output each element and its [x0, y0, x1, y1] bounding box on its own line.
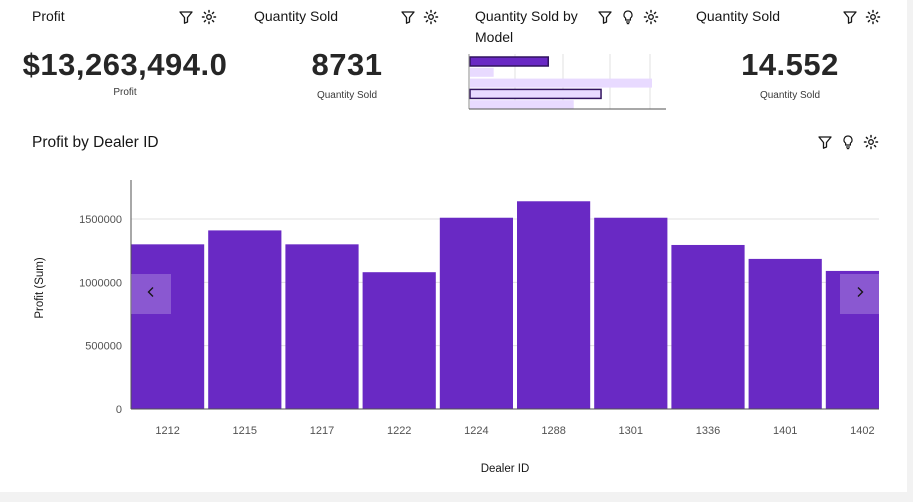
x-tick-label: 1401 — [773, 425, 797, 437]
right-edge — [907, 0, 913, 502]
filter-icon[interactable] — [178, 9, 194, 25]
settings-gear-icon[interactable] — [863, 134, 879, 150]
mini-bar[interactable] — [470, 100, 574, 110]
scroll-right-button[interactable] — [840, 274, 880, 314]
mini-bar[interactable] — [470, 67, 494, 77]
filter-icon[interactable] — [597, 9, 613, 25]
x-tick-label: 1222 — [387, 425, 411, 437]
y-tick-label: 500000 — [85, 341, 122, 353]
quantity-value: 8731 — [311, 47, 383, 82]
y-tick-label: 0 — [116, 404, 122, 416]
lightbulb-icon[interactable] — [840, 134, 856, 150]
tile-profit-toolbar — [178, 9, 217, 25]
tile-profit-title: Profit — [32, 8, 65, 24]
settings-gear-icon[interactable] — [865, 9, 881, 25]
x-tick-label: 1288 — [541, 425, 565, 437]
profit-value: $13,263,494.0 — [22, 47, 228, 82]
settings-gear-icon[interactable] — [643, 9, 659, 25]
bottom-edge — [0, 492, 913, 502]
y-axis-title: Profit (Sum) — [34, 257, 46, 319]
x-tick-label: 1215 — [233, 425, 257, 437]
x-tick-label: 1402 — [850, 425, 874, 437]
mini-bar[interactable] — [469, 56, 550, 67]
filter-icon[interactable] — [400, 9, 416, 25]
tile-model-title-line1: Quantity Sold by — [475, 8, 578, 24]
bar-dealer-1336[interactable] — [671, 244, 745, 409]
tile-quantity-toolbar — [400, 9, 439, 25]
bar-dealer-1224[interactable] — [439, 217, 513, 409]
x-tick-label: 1224 — [464, 425, 488, 437]
quantity-label: Quantity Sold — [316, 90, 378, 101]
tile-model-toolbar — [597, 9, 659, 25]
tile-model-title-line2: Model — [475, 29, 514, 45]
tile-quantity-title: Quantity Sold — [254, 8, 339, 24]
x-tick-label: 1217 — [310, 425, 334, 437]
settings-gear-icon[interactable] — [423, 9, 439, 25]
profit-by-dealer-bar-chart: 0 500000 1000000 1500000 1212 1215 1217 1222 12… — [34, 180, 879, 475]
bar-dealer-1212[interactable] — [131, 244, 205, 409]
quantity2-value: 14.552 — [741, 47, 839, 82]
bar-dealer-1222[interactable] — [362, 272, 436, 409]
mini-model-bar-chart[interactable] — [468, 54, 668, 112]
quantity2-label: Quantity Sold — [759, 90, 821, 101]
chevron-left-icon — [145, 285, 157, 303]
lightbulb-icon[interactable] — [620, 9, 636, 25]
chevron-right-icon — [854, 285, 866, 303]
bar-dealer-1301[interactable] — [594, 217, 668, 409]
bar-dealer-1401[interactable] — [748, 258, 822, 409]
y-tick-label: 1000000 — [79, 277, 122, 289]
mini-bar[interactable] — [470, 78, 652, 88]
filter-icon[interactable] — [817, 134, 833, 150]
chart-title: Profit by Dealer ID — [32, 134, 159, 151]
filter-icon[interactable] — [842, 9, 858, 25]
bar-dealer-1215[interactable] — [208, 230, 282, 409]
tile-quantity2-toolbar — [842, 9, 881, 25]
x-axis-title: Dealer ID — [481, 463, 530, 475]
bar-dealer-1402[interactable] — [825, 270, 879, 409]
y-tick-label: 1500000 — [79, 214, 122, 226]
profit-label: Profit — [113, 87, 137, 98]
chart-toolbar — [817, 134, 879, 150]
bar-dealer-1288[interactable] — [517, 201, 591, 409]
tile-quantity2-title: Quantity Sold — [696, 8, 781, 24]
x-tick-label: 1301 — [619, 425, 643, 437]
settings-gear-icon[interactable] — [201, 9, 217, 25]
mini-bar[interactable] — [469, 88, 602, 100]
bar-dealer-1217[interactable] — [285, 244, 359, 409]
scroll-left-button[interactable] — [131, 274, 171, 314]
x-tick-label: 1212 — [155, 425, 179, 437]
x-tick-label: 1336 — [696, 425, 720, 437]
